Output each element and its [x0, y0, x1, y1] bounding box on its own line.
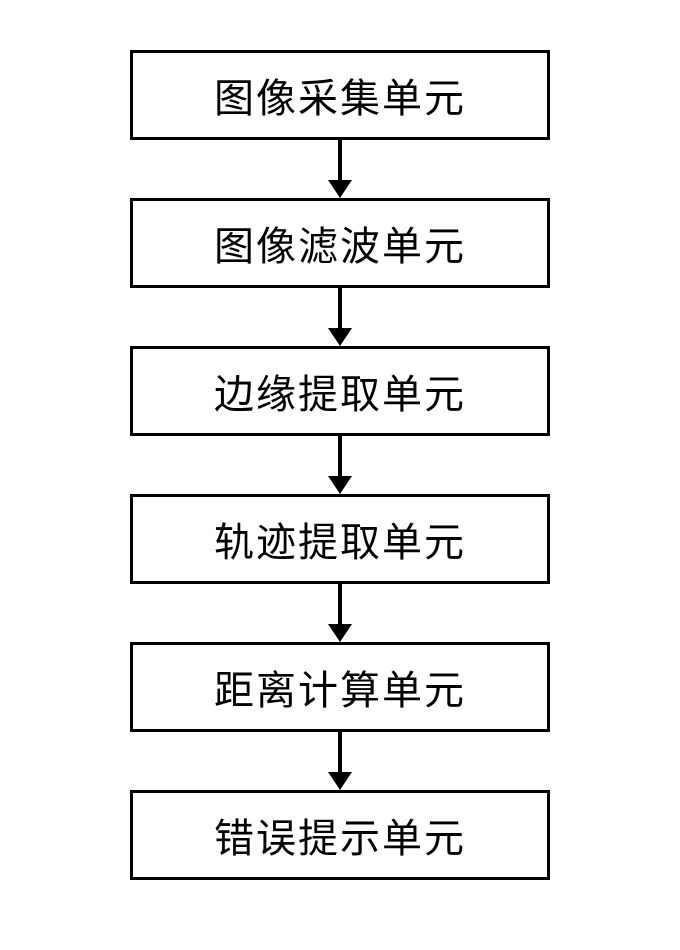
flowchart-arrow-2 [328, 288, 352, 346]
arrow-line-icon [338, 584, 342, 624]
flowchart-arrow-4 [328, 584, 352, 642]
arrow-line-icon [338, 140, 342, 180]
flowchart-container: 图像采集单元 图像滤波单元 边缘提取单元 轨迹提取单元 距离计算单元 错误提示单… [130, 50, 550, 880]
flowchart-node-5-label: 距离计算单元 [214, 658, 466, 716]
flowchart-arrow-1 [328, 140, 352, 198]
flowchart-node-3: 边缘提取单元 [130, 346, 550, 436]
arrow-head-icon [328, 772, 352, 790]
flowchart-node-1: 图像采集单元 [130, 50, 550, 140]
arrow-line-icon [338, 732, 342, 772]
arrow-line-icon [338, 288, 342, 328]
flowchart-arrow-3 [328, 436, 352, 494]
arrow-head-icon [328, 328, 352, 346]
arrow-head-icon [328, 624, 352, 642]
flowchart-node-1-label: 图像采集单元 [214, 66, 466, 124]
arrow-line-icon [338, 436, 342, 476]
flowchart-node-3-label: 边缘提取单元 [214, 362, 466, 420]
flowchart-node-2: 图像滤波单元 [130, 198, 550, 288]
arrow-head-icon [328, 180, 352, 198]
flowchart-node-6-label: 错误提示单元 [214, 806, 466, 864]
flowchart-node-4: 轨迹提取单元 [130, 494, 550, 584]
flowchart-node-5: 距离计算单元 [130, 642, 550, 732]
flowchart-node-2-label: 图像滤波单元 [214, 214, 466, 272]
flowchart-node-6: 错误提示单元 [130, 790, 550, 880]
flowchart-node-4-label: 轨迹提取单元 [214, 510, 466, 568]
flowchart-arrow-5 [328, 732, 352, 790]
arrow-head-icon [328, 476, 352, 494]
